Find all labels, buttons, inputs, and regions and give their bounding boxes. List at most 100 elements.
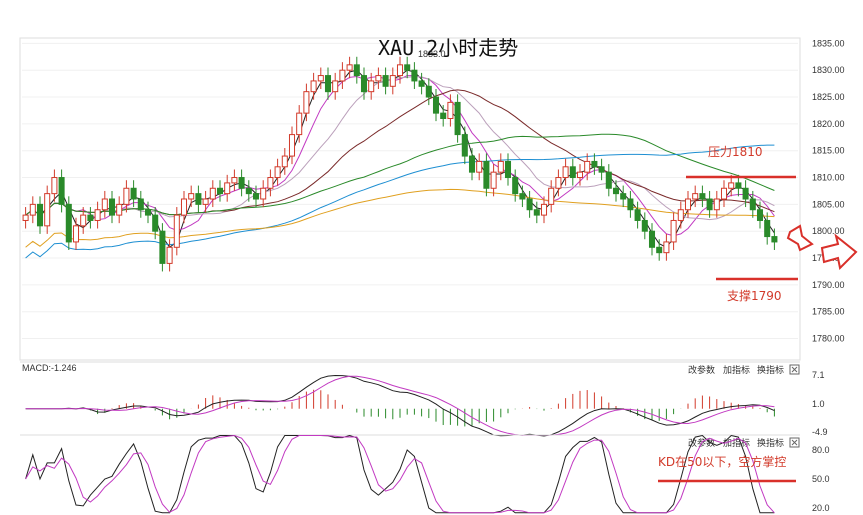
candle-body [123, 187, 130, 205]
chart-title: XAU 2小时走势 [378, 36, 518, 60]
kd-y-tick: 50.0 [812, 474, 830, 484]
candle-body [36, 203, 44, 227]
y-tick-label: 1835.00 [812, 38, 845, 48]
candle-body [764, 219, 771, 238]
candle-body [296, 112, 303, 136]
y-tick-label: 1800.00 [812, 226, 845, 236]
candle-body [670, 219, 677, 243]
candle-body [440, 112, 447, 119]
candle-body [555, 177, 562, 189]
kd-switch-indicator-button[interactable]: 换指标 [757, 437, 784, 449]
candle-body [389, 75, 396, 87]
candle-body [648, 230, 656, 248]
candle-body [692, 193, 699, 200]
ma-line-brown [25, 89, 775, 216]
main-y-axis: 1835.00 1830.00 1825.00 1820.00 1815.00 1810.… [812, 38, 845, 343]
candle-body [533, 209, 540, 216]
support-label: 支撑1790 [727, 288, 782, 303]
candle-body [490, 171, 497, 189]
candle-body [425, 85, 432, 98]
candle-body [101, 198, 108, 211]
moving-average-lines [25, 69, 775, 259]
candle-body [360, 75, 368, 93]
candle-body [94, 209, 101, 221]
down-arrow-icon-large [820, 233, 858, 271]
candle-body [375, 75, 382, 82]
candle-body [756, 209, 764, 221]
candle-body [137, 198, 144, 211]
candle-body [396, 64, 404, 77]
candle-body [353, 64, 360, 77]
candle-body [641, 219, 648, 232]
ma-line-blue [25, 144, 775, 259]
candle-body [130, 187, 137, 200]
kd-lines [25, 434, 775, 514]
candle-body [612, 187, 620, 195]
candle-body [447, 101, 454, 120]
kd-panel-buttons: 改参数 加指标 换指标 [688, 437, 800, 449]
kd-y-tick: 20.0 [812, 503, 830, 513]
y-tick-label: 1790.00 [812, 280, 845, 290]
macd-y-tick: -4.9 [812, 427, 828, 437]
y-tick-label: 1805.00 [812, 199, 845, 209]
candle-body [238, 177, 245, 189]
candle-body [317, 75, 324, 82]
candle-body [339, 69, 346, 82]
candle-body [202, 198, 209, 205]
close-icon[interactable] [789, 364, 800, 375]
macd-dif-line [25, 374, 775, 437]
candle-body [483, 160, 490, 189]
candle-body [188, 193, 195, 200]
candle-body [476, 160, 483, 173]
y-tick-label: 1780.00 [812, 334, 845, 344]
candle-body [51, 177, 58, 195]
candle-body [195, 193, 202, 205]
candle-body [22, 214, 29, 221]
candle-body [209, 187, 216, 200]
candle-body [735, 182, 742, 189]
candle-body [720, 187, 728, 200]
main-grid [22, 42, 798, 340]
ma-line-orange [25, 188, 775, 248]
kd-close-icon[interactable] [789, 437, 800, 448]
candle-body [548, 187, 555, 205]
add-indicator-button[interactable]: 加指标 [723, 364, 750, 376]
y-tick-label: 1785.00 [812, 307, 845, 317]
candle-body [771, 236, 778, 243]
candle-body [418, 80, 425, 87]
y-tick-label: 1825.00 [812, 92, 845, 102]
candle-body [65, 203, 72, 243]
macd-dea-line [25, 375, 775, 436]
kd-note: KD在50以下，空方掌控 [658, 454, 786, 469]
candle-body [634, 209, 641, 221]
candlestick-series [22, 56, 778, 272]
candle-body [512, 177, 519, 195]
macd-y-axis: 7.1 1.0 -4.9 [812, 370, 828, 437]
kd-d-line [25, 434, 775, 514]
candle-body [29, 203, 36, 216]
candle-body [116, 203, 123, 216]
candle-body [591, 160, 598, 168]
change-params-button[interactable]: 改参数 [688, 364, 715, 376]
candle-body [569, 166, 576, 179]
candle-body [713, 198, 720, 211]
resistance-label: 压力1810 [708, 145, 763, 159]
candle-body [108, 198, 116, 216]
candle-body [598, 166, 605, 173]
switch-indicator-button[interactable]: 换指标 [757, 364, 784, 376]
candle-body [620, 193, 627, 200]
kd-y-axis: 80.0 50.0 20.0 [812, 445, 830, 513]
kd-add-indicator-button[interactable]: 加指标 [723, 437, 750, 449]
candle-body [324, 75, 332, 93]
kd-k-line [25, 434, 775, 514]
candle-body [656, 246, 663, 254]
macd-y-tick: 1.0 [812, 399, 825, 409]
candle-body [562, 166, 569, 179]
main-plot-frame [19, 37, 801, 361]
candle-body [310, 80, 317, 93]
candle-body [267, 177, 274, 189]
kd-y-tick: 80.0 [812, 445, 830, 455]
macd-label: MACD:-1.246 [22, 363, 77, 373]
candle-body [584, 160, 591, 173]
